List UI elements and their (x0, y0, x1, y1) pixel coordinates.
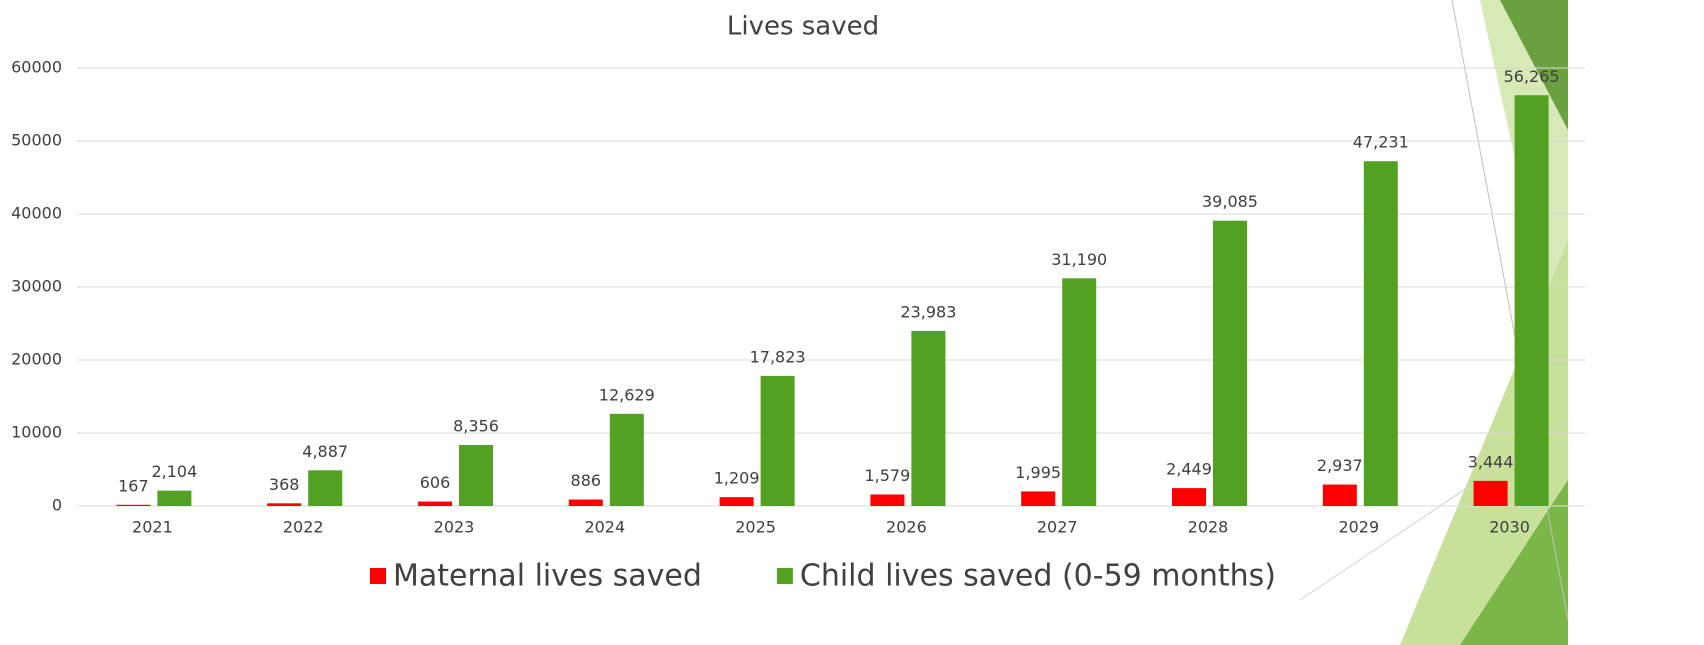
bar (911, 330, 946, 506)
bar (1172, 488, 1206, 506)
bar (1363, 161, 1398, 507)
deco-shape (1500, 0, 1568, 130)
bar (1062, 278, 1097, 506)
bar (116, 504, 151, 506)
legend-swatch (370, 568, 386, 584)
value-label: 2,937 (1317, 456, 1363, 475)
y-tick-label: 60000 (11, 58, 62, 77)
x-tick-label: 2030 (1489, 518, 1530, 537)
x-tick-label: 2025 (735, 518, 776, 537)
bar (1213, 220, 1247, 506)
legend-label: Maternal lives saved (393, 559, 702, 594)
value-label: 39,085 (1202, 192, 1258, 211)
value-label: 8,356 (453, 417, 499, 436)
value-label: 23,983 (900, 302, 956, 321)
value-label: 1,579 (864, 466, 910, 485)
chart-title: Lives saved (727, 12, 879, 42)
value-label: 4,887 (302, 442, 348, 461)
value-label: 606 (420, 473, 451, 492)
value-label: 12,629 (599, 385, 655, 404)
y-tick-label: 20000 (11, 350, 62, 369)
bar (459, 445, 493, 506)
x-tick-label: 2026 (886, 518, 927, 537)
y-tick-label: 10000 (11, 423, 62, 442)
bar (308, 470, 343, 506)
deco-shape (1460, 480, 1568, 645)
legend-swatch (776, 568, 793, 584)
value-label: 167 (118, 476, 149, 495)
x-tick-label: 2023 (434, 518, 475, 537)
x-tick-label: 2028 (1188, 518, 1229, 537)
x-tick-label: 2022 (283, 518, 324, 537)
x-tick-label: 2027 (1037, 518, 1078, 537)
deco-line (1451, 0, 1569, 621)
value-label: 368 (269, 475, 300, 494)
bar (1021, 491, 1056, 506)
bar (870, 494, 905, 506)
value-label: 1,209 (714, 469, 760, 488)
y-tick-label: 40000 (11, 204, 62, 223)
bar (157, 490, 192, 506)
bar (1473, 480, 1508, 506)
y-tick-label: 30000 (11, 277, 62, 296)
value-label: 31,190 (1051, 250, 1107, 269)
bar (1322, 484, 1357, 506)
value-label: 47,231 (1353, 133, 1409, 152)
bar (719, 497, 754, 506)
bar (1514, 95, 1549, 506)
bar (418, 501, 452, 506)
legend-label: Child lives saved (0-59 months) (800, 559, 1276, 594)
bar (267, 503, 302, 506)
value-label: 3,444 (1468, 452, 1514, 471)
value-label: 56,265 (1504, 67, 1560, 86)
y-tick-label: 50000 (11, 131, 62, 150)
value-label: 2,449 (1166, 460, 1212, 479)
y-tick-label: 0 (52, 496, 62, 515)
value-label: 1,995 (1015, 463, 1061, 482)
x-tick-label: 2021 (132, 518, 173, 537)
bar (760, 375, 795, 506)
value-label: 2,104 (151, 462, 197, 481)
x-tick-label: 2024 (584, 518, 625, 537)
bar (568, 499, 603, 506)
x-tick-label: 2029 (1338, 518, 1379, 537)
value-label: 886 (571, 471, 602, 490)
bar (609, 413, 644, 506)
value-label: 17,823 (750, 347, 806, 366)
